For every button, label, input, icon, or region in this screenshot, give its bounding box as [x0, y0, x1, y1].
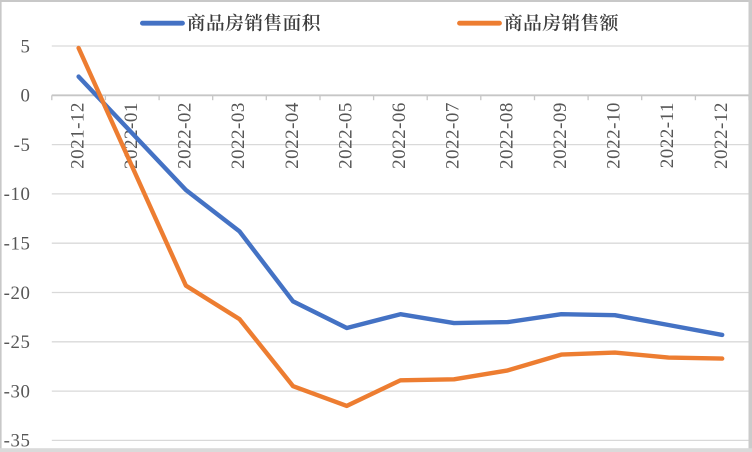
svg-text:2022-08: 2022-08	[496, 102, 517, 169]
svg-text:2022-07: 2022-07	[443, 102, 464, 169]
svg-text:2022-12: 2022-12	[711, 102, 732, 169]
svg-text:2022-09: 2022-09	[550, 102, 571, 169]
svg-text:2021-12: 2021-12	[67, 102, 88, 169]
svg-text:2022-02: 2022-02	[175, 102, 196, 169]
svg-text:2022-04: 2022-04	[282, 102, 303, 169]
svg-text:2022-11: 2022-11	[657, 102, 678, 168]
svg-text:5: 5	[21, 36, 31, 57]
svg-text:2022-10: 2022-10	[604, 102, 625, 169]
svg-text:2022-05: 2022-05	[336, 102, 357, 169]
svg-text:-25: -25	[4, 332, 31, 353]
svg-text:2022-03: 2022-03	[228, 102, 249, 169]
svg-text:2022-06: 2022-06	[389, 102, 410, 169]
svg-text:-10: -10	[4, 184, 31, 205]
svg-text:-15: -15	[4, 234, 31, 255]
svg-text:-20: -20	[4, 283, 31, 304]
svg-text:0: 0	[21, 86, 31, 107]
svg-text:-35: -35	[4, 431, 31, 452]
svg-text:-5: -5	[14, 135, 31, 156]
svg-text:-30: -30	[4, 381, 31, 402]
